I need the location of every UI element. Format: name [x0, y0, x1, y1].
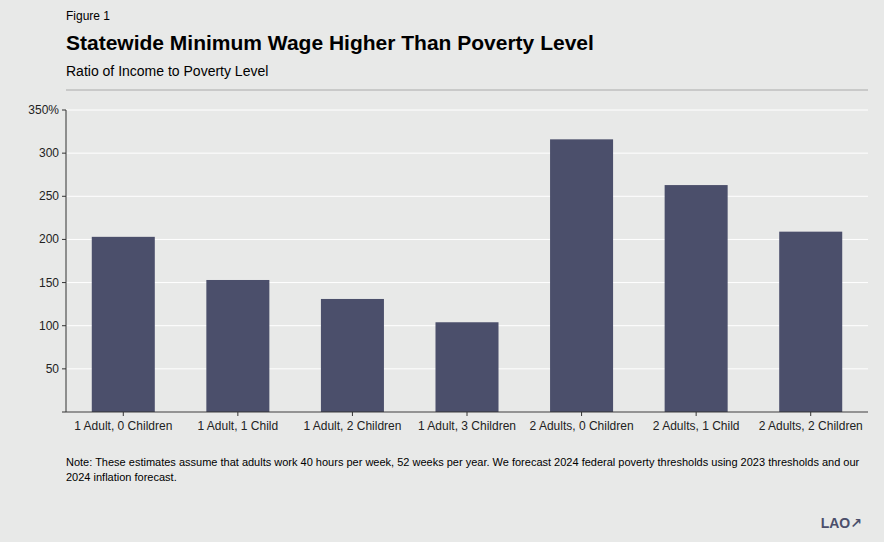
x-tick-label: 1 Adult, 0 Children: [74, 419, 172, 433]
x-axis: 1 Adult, 0 Children 1 Adult, 1 Child 1 Adu…: [74, 412, 862, 433]
x-tick: [696, 412, 697, 416]
bar: [665, 185, 728, 412]
x-tick: [352, 412, 353, 416]
x-tick-label: 1 Adult, 1 Child: [197, 419, 278, 433]
y-tick: [62, 110, 66, 111]
x-tick-label: 2 Adults, 1 Child: [653, 419, 740, 433]
x-tick-label: 2 Adults, 2 Children: [759, 419, 863, 433]
y-tick: [62, 325, 66, 326]
x-tick: [123, 412, 124, 416]
title: Statewide Minimum Wage Higher Than Pover…: [66, 31, 594, 54]
bar: [435, 322, 498, 412]
logo: LAO↗: [821, 515, 862, 531]
subtitle: Ratio of Income to Poverty Level: [66, 63, 268, 79]
bar: [206, 280, 269, 412]
separator: [66, 90, 868, 91]
bar: [321, 299, 384, 412]
note: Note: These estimates assume that adults…: [66, 456, 860, 483]
y-grid: [66, 110, 868, 412]
y-tick-label: 250: [39, 189, 59, 203]
x-tick-label: 1 Adult, 2 Children: [303, 419, 401, 433]
x-tick: [810, 412, 811, 416]
y-tick-label: 350%: [28, 103, 59, 117]
chart: Figure 1 Statewide Minimum Wage Higher Th…: [0, 0, 884, 542]
grid-line: [66, 110, 868, 111]
bar: [92, 237, 155, 412]
x-tick-label: 2 Adults, 0 Children: [530, 419, 634, 433]
bars: [92, 139, 842, 412]
y-tick: [62, 412, 66, 413]
x-tick: [467, 412, 468, 416]
background: [0, 0, 884, 542]
y-axis: 50 100 150 200 250 300 350%: [28, 103, 66, 412]
y-tick: [62, 239, 66, 240]
y-tick-label: 100: [39, 319, 59, 333]
y-tick-label: 200: [39, 232, 59, 246]
x-tick: [237, 412, 238, 416]
bar: [550, 139, 613, 412]
y-tick: [62, 153, 66, 154]
grid-line: [66, 239, 868, 240]
x-tick: [581, 412, 582, 416]
figure-label: Figure 1: [66, 9, 110, 23]
y-tick: [62, 196, 66, 197]
grid-line: [66, 153, 868, 154]
y-tick-label: 300: [39, 146, 59, 160]
y-axis-line: [66, 110, 67, 412]
note-line: Note: These estimates assume that adults…: [66, 456, 860, 468]
y-tick: [62, 282, 66, 283]
y-tick-label: 50: [46, 362, 60, 376]
grid-line: [66, 196, 868, 197]
note-line: 2024 inflation forecast.: [66, 471, 177, 483]
grid-line: [66, 282, 868, 283]
x-tick-label: 1 Adult, 3 Children: [418, 419, 516, 433]
y-tick-label: 150: [39, 276, 59, 290]
y-tick: [62, 368, 66, 369]
bar: [779, 232, 842, 412]
